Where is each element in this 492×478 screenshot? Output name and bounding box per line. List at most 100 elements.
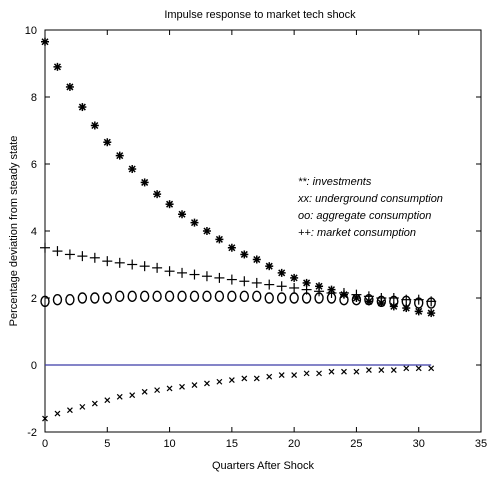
data-marks bbox=[40, 37, 437, 422]
point-aggregate-consumption bbox=[52, 293, 63, 306]
point-investments bbox=[41, 37, 49, 46]
legend-entry-aggregate-consumption: oo: aggregate consumption bbox=[298, 210, 431, 222]
point-investments bbox=[53, 62, 62, 71]
point-aggregate-consumption bbox=[326, 292, 337, 304]
point-market-consumption bbox=[77, 251, 88, 262]
point-underground-consumption bbox=[91, 400, 98, 407]
point-market-consumption bbox=[251, 277, 262, 288]
point-underground-consumption bbox=[353, 368, 360, 375]
y-axis-label: Percentage deviation from steady state bbox=[8, 136, 20, 327]
point-underground-consumption bbox=[241, 375, 248, 382]
point-aggregate-consumption bbox=[414, 297, 424, 309]
axes: 0 5 10 15 20 25 30 35 -2 0 2 4 6 8 10 bbox=[25, 25, 487, 450]
point-aggregate-consumption bbox=[426, 297, 436, 309]
y-tick-label: 0 bbox=[31, 360, 37, 372]
point-underground-consumption bbox=[42, 415, 48, 422]
point-underground-consumption bbox=[378, 367, 385, 373]
point-aggregate-consumption bbox=[202, 290, 212, 303]
point-investments bbox=[115, 151, 124, 160]
point-market-consumption bbox=[102, 256, 113, 267]
point-underground-consumption bbox=[54, 410, 61, 417]
point-underground-consumption bbox=[266, 373, 273, 380]
point-aggregate-consumption bbox=[264, 292, 274, 304]
point-aggregate-consumption bbox=[152, 290, 162, 303]
point-investments bbox=[65, 82, 74, 91]
point-underground-consumption bbox=[415, 365, 422, 372]
point-aggregate-consumption bbox=[276, 292, 287, 304]
y-tick-label: 4 bbox=[31, 226, 37, 238]
y-tick-label: -2 bbox=[27, 427, 37, 439]
point-investments bbox=[290, 273, 299, 282]
point-underground-consumption bbox=[390, 367, 397, 373]
point-market-consumption bbox=[127, 259, 138, 270]
point-investments bbox=[90, 121, 99, 130]
point-market-consumption bbox=[139, 261, 150, 272]
x-tick-label: 15 bbox=[226, 438, 238, 450]
point-underground-consumption bbox=[154, 387, 161, 394]
point-aggregate-consumption bbox=[40, 295, 50, 308]
point-market-consumption bbox=[289, 282, 300, 293]
legend-entry-underground-consumption: xx: underground consumption bbox=[297, 193, 443, 205]
point-underground-consumption bbox=[403, 365, 410, 372]
point-aggregate-consumption bbox=[139, 290, 150, 303]
point-underground-consumption bbox=[204, 380, 210, 387]
point-underground-consumption bbox=[116, 393, 123, 400]
point-market-consumption bbox=[239, 276, 250, 287]
point-aggregate-consumption bbox=[401, 295, 411, 308]
y-tick-label: 8 bbox=[31, 92, 37, 104]
point-market-consumption bbox=[226, 274, 237, 285]
point-market-consumption bbox=[64, 249, 75, 260]
point-market-consumption bbox=[276, 281, 287, 292]
point-market-consumption bbox=[114, 257, 125, 268]
point-market-consumption bbox=[314, 286, 325, 297]
point-investments bbox=[128, 165, 137, 174]
x-axis-label: Quarters After Shock bbox=[212, 460, 315, 472]
point-investments bbox=[265, 262, 274, 271]
point-market-consumption bbox=[40, 242, 50, 253]
point-underground-consumption bbox=[166, 385, 173, 392]
point-underground-consumption bbox=[66, 407, 73, 414]
point-underground-consumption bbox=[303, 370, 310, 377]
legend-entry-investments: **: investments bbox=[298, 176, 372, 188]
point-aggregate-consumption bbox=[65, 293, 75, 306]
point-underground-consumption bbox=[253, 375, 260, 382]
point-underground-consumption bbox=[179, 383, 185, 390]
point-underground-consumption bbox=[316, 370, 322, 377]
point-investments bbox=[227, 243, 236, 252]
point-aggregate-consumption bbox=[364, 293, 374, 306]
point-market-consumption bbox=[338, 287, 349, 298]
point-aggregate-consumption bbox=[90, 292, 100, 304]
point-investments bbox=[103, 138, 112, 147]
y-tick-label: 6 bbox=[31, 159, 37, 171]
point-market-consumption bbox=[152, 262, 163, 273]
point-market-consumption bbox=[177, 267, 188, 278]
point-aggregate-consumption bbox=[214, 290, 225, 303]
point-underground-consumption bbox=[365, 367, 372, 373]
x-tick-label: 0 bbox=[42, 438, 48, 450]
x-tick-label: 35 bbox=[475, 438, 487, 450]
point-market-consumption bbox=[164, 266, 175, 277]
point-underground-consumption bbox=[291, 372, 298, 378]
point-underground-consumption bbox=[278, 372, 285, 378]
point-aggregate-consumption bbox=[164, 290, 175, 303]
point-underground-consumption bbox=[141, 388, 148, 395]
point-investments bbox=[153, 190, 162, 199]
point-investments bbox=[427, 309, 436, 318]
point-market-consumption bbox=[89, 252, 100, 263]
chart-title: Impulse response to market tech shock bbox=[164, 9, 356, 21]
point-aggregate-consumption bbox=[301, 292, 312, 304]
y-tick-label: 2 bbox=[31, 293, 37, 305]
point-aggregate-consumption bbox=[339, 293, 349, 306]
point-investments bbox=[140, 178, 149, 187]
x-tick-label: 30 bbox=[413, 438, 425, 450]
x-tick-label: 10 bbox=[163, 438, 175, 450]
point-aggregate-consumption bbox=[115, 290, 125, 303]
point-market-consumption bbox=[264, 279, 275, 290]
point-investments bbox=[165, 200, 174, 209]
point-aggregate-consumption bbox=[102, 292, 112, 304]
point-aggregate-consumption bbox=[239, 290, 250, 303]
point-market-consumption bbox=[189, 269, 200, 280]
point-investments bbox=[252, 255, 261, 264]
point-aggregate-consumption bbox=[177, 290, 187, 303]
point-aggregate-consumption bbox=[127, 290, 137, 303]
